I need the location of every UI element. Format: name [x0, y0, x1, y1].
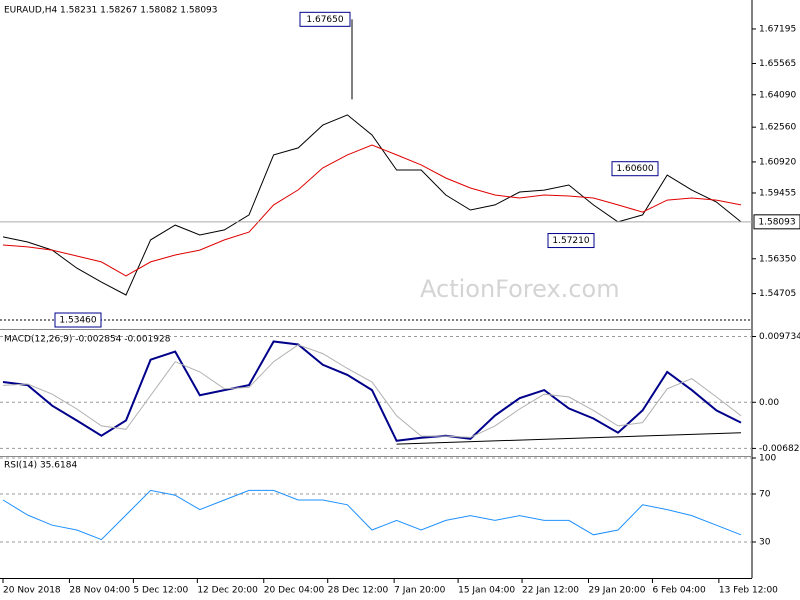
annotation-box [547, 233, 595, 249]
y-tick-label: 1.54705 [759, 289, 796, 299]
x-tick-label: 15 Jan 04:00 [458, 586, 515, 596]
x-tick-label: 29 Jan 20:00 [588, 586, 645, 596]
x-tick-label: 20 Dec 04:00 [264, 586, 325, 596]
x-tick-label: 7 Jan 20:00 [394, 586, 446, 596]
series-line [2, 344, 742, 438]
annotation-label: 1.58093 [758, 217, 795, 227]
x-tick-label: 22 Jan 12:00 [522, 586, 579, 596]
annotation-box [54, 312, 102, 328]
x-tick-label: 28 Dec 12:00 [328, 586, 389, 596]
annotation-box [299, 11, 351, 27]
y-tick-label: 1.60920 [759, 157, 796, 167]
y-tick-label: 30 [759, 538, 771, 548]
x-tick-label: 13 Feb 12:00 [719, 586, 778, 596]
x-tick-label: 20 Nov 2018 [3, 586, 61, 596]
y-tick-label: -0.006826 [759, 444, 800, 454]
watermark: ActionForex.com [420, 275, 620, 303]
x-tick-label: 12 Dec 20:00 [197, 586, 258, 596]
y-tick-label: 1.59455 [759, 188, 796, 198]
series-line [2, 144, 742, 277]
y-tick-label: 1.62560 [759, 123, 796, 133]
panel-title: RSI(14) 35.6184 [4, 461, 77, 471]
trendline [396, 432, 742, 445]
annotation-box [611, 161, 659, 177]
annotation-label: 1.53460 [59, 316, 96, 326]
x-tick-label: 5 Dec 12:00 [133, 586, 188, 596]
series-line [2, 340, 742, 442]
y-tick-label: 1.64090 [759, 90, 796, 100]
y-tick-label: 70 [759, 490, 771, 500]
y-tick-label: 0.00 [759, 398, 779, 408]
y-tick-label: 1.67195 [759, 24, 796, 34]
series-line [2, 489, 742, 541]
panel-title: MACD(12,26,9) -0.002854 -0.001928 [4, 335, 171, 345]
panel-title: EURAUD,H4 1.58231 1.58267 1.58082 1.5809… [4, 6, 218, 16]
x-tick-label: 6 Feb 04:00 [652, 586, 706, 596]
y-tick-label: 1.56350 [759, 254, 796, 264]
annotation-box [753, 214, 800, 230]
x-tick-label: 28 Nov 04:00 [69, 586, 130, 596]
annotation-label: 1.67650 [306, 15, 343, 25]
annotation-label: 1.57210 [552, 236, 589, 246]
y-tick-label: 0.009734 [759, 332, 800, 342]
y-tick-label: 1.65565 [759, 59, 796, 69]
y-tick-label: 100 [759, 454, 776, 464]
annotation-label: 1.60600 [616, 164, 653, 174]
